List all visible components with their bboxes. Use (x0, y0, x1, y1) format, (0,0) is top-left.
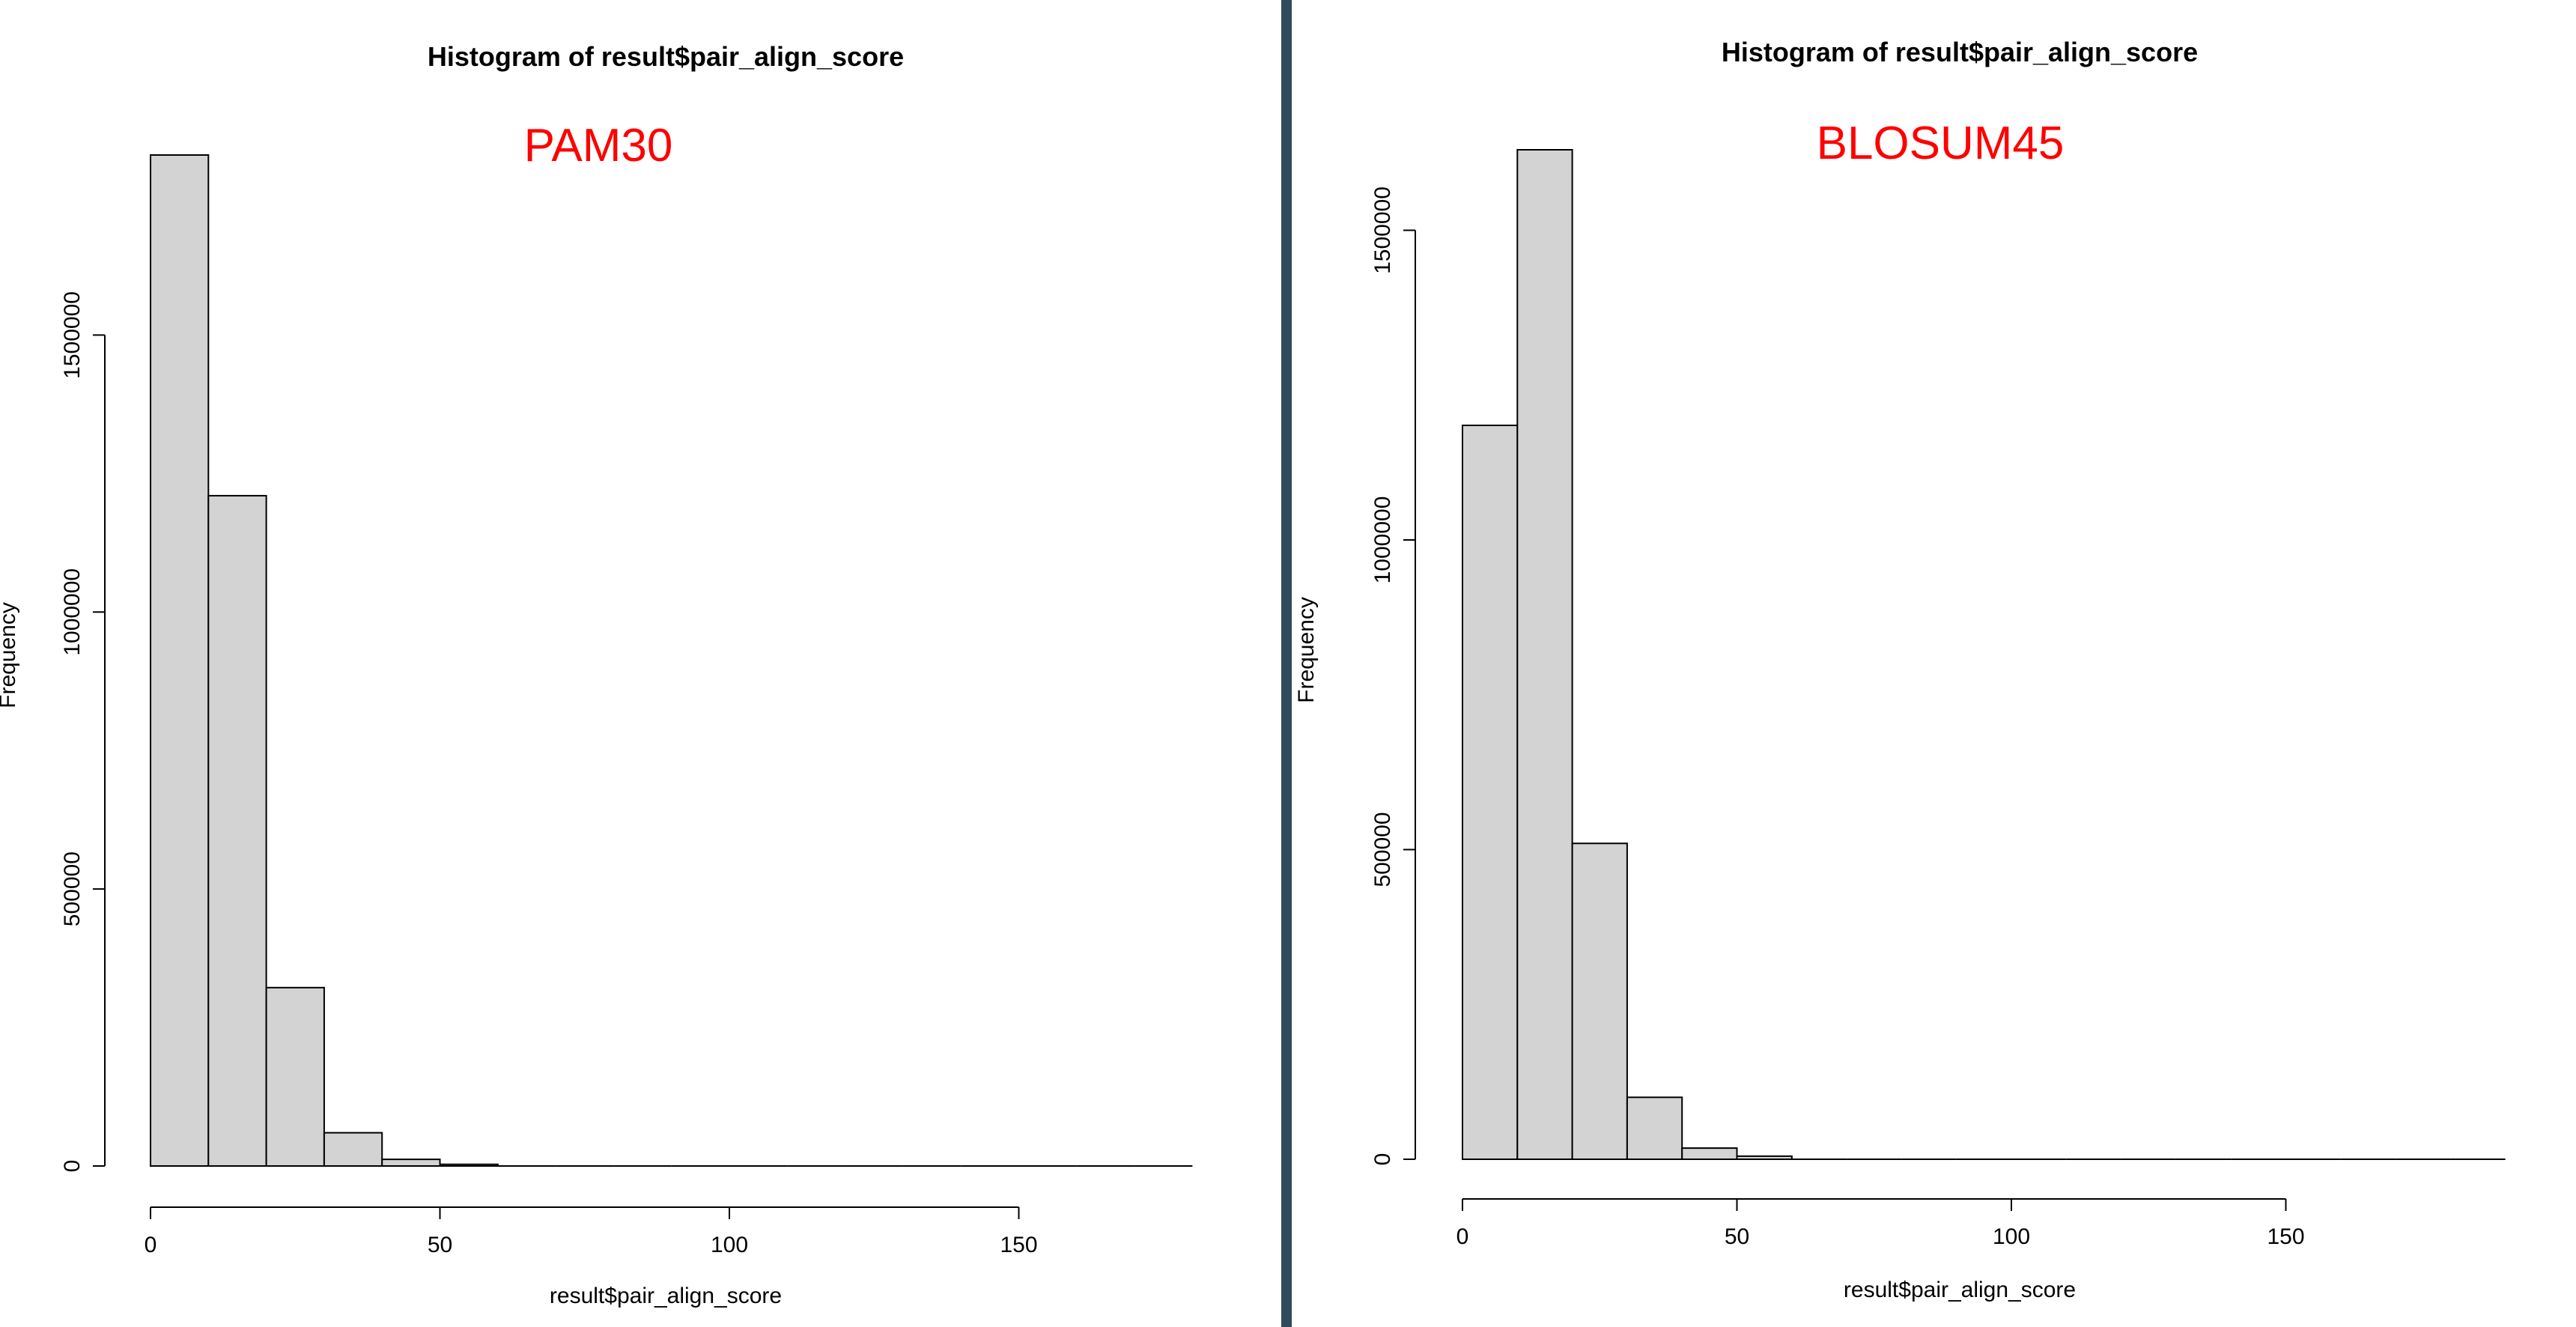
right-bar-0-10 (1462, 425, 1519, 1160)
right-x-tick-label-0: 0 (1456, 1224, 1469, 1249)
left-y-tick-label-1000000: 1000000 (60, 568, 85, 656)
left-x-axis-label: result$pair_align_score (550, 1284, 782, 1308)
left-y-tick-label-0: 0 (60, 1160, 85, 1173)
left-y-tick-label-1500000: 1500000 (60, 291, 85, 379)
right-x-tick-label-50: 50 (1725, 1224, 1749, 1249)
right-bar-30-40 (1626, 1096, 1683, 1161)
panel-divider (1281, 0, 1292, 1327)
right-y-axis: 0 500000 1000000 1500000 (1370, 186, 1416, 1166)
left-y-axis-label: Frequency (0, 602, 20, 708)
left-bar-30-40 (323, 1132, 383, 1167)
left-y-axis: 0 500000 1000000 1500000 (60, 291, 106, 1173)
right-y-tick-label-500000: 500000 (1370, 812, 1395, 887)
right-bar-20-30 (1571, 842, 1628, 1161)
left-x-tick-label-100: 100 (711, 1233, 748, 1257)
right-y-tick-label-0: 0 (1370, 1153, 1395, 1166)
right-histogram-panel: Histogram of result$pair_align_score BLO… (1294, 37, 2506, 1302)
right-x-axis: 0 50 100 150 (1456, 1198, 2305, 1249)
right-bar-40-50 (1681, 1147, 1738, 1161)
right-bar-10-20 (1516, 149, 1573, 1160)
left-bar-50-60 (439, 1163, 499, 1167)
left-chart-annotation: PAM30 (524, 120, 673, 171)
right-x-tick-label-100: 100 (1993, 1224, 2030, 1249)
left-x-tick-label-150: 150 (1000, 1233, 1037, 1257)
left-x-tick-label-50: 50 (428, 1233, 452, 1257)
left-x-axis: 0 50 100 150 (145, 1206, 1038, 1257)
right-chart-title: Histogram of result$pair_align_score (1722, 37, 2198, 67)
left-histogram-panel: Histogram of result$pair_align_score PAM… (0, 41, 1193, 1308)
right-y-tick-label-1000000: 1000000 (1370, 497, 1395, 584)
right-y-tick-label-1500000: 1500000 (1370, 186, 1395, 274)
left-bar-20-30 (265, 986, 325, 1167)
right-bar-50-60 (1736, 1155, 1793, 1160)
left-bars (150, 154, 1193, 1167)
left-bar-0-10 (150, 154, 210, 1167)
left-bar-10-20 (207, 494, 267, 1167)
right-y-axis-label: Frequency (1294, 597, 1319, 703)
left-y-tick-label-500000: 500000 (60, 851, 85, 926)
right-x-axis-label: result$pair_align_score (1844, 1278, 2076, 1302)
left-bar-40-50 (381, 1159, 441, 1167)
left-x-tick-label-0: 0 (145, 1233, 157, 1257)
right-bars (1462, 149, 2506, 1161)
left-chart-title: Histogram of result$pair_align_score (428, 41, 904, 72)
right-x-tick-label-150: 150 (2267, 1224, 2304, 1249)
right-chart-annotation: BLOSUM45 (1817, 118, 2065, 169)
